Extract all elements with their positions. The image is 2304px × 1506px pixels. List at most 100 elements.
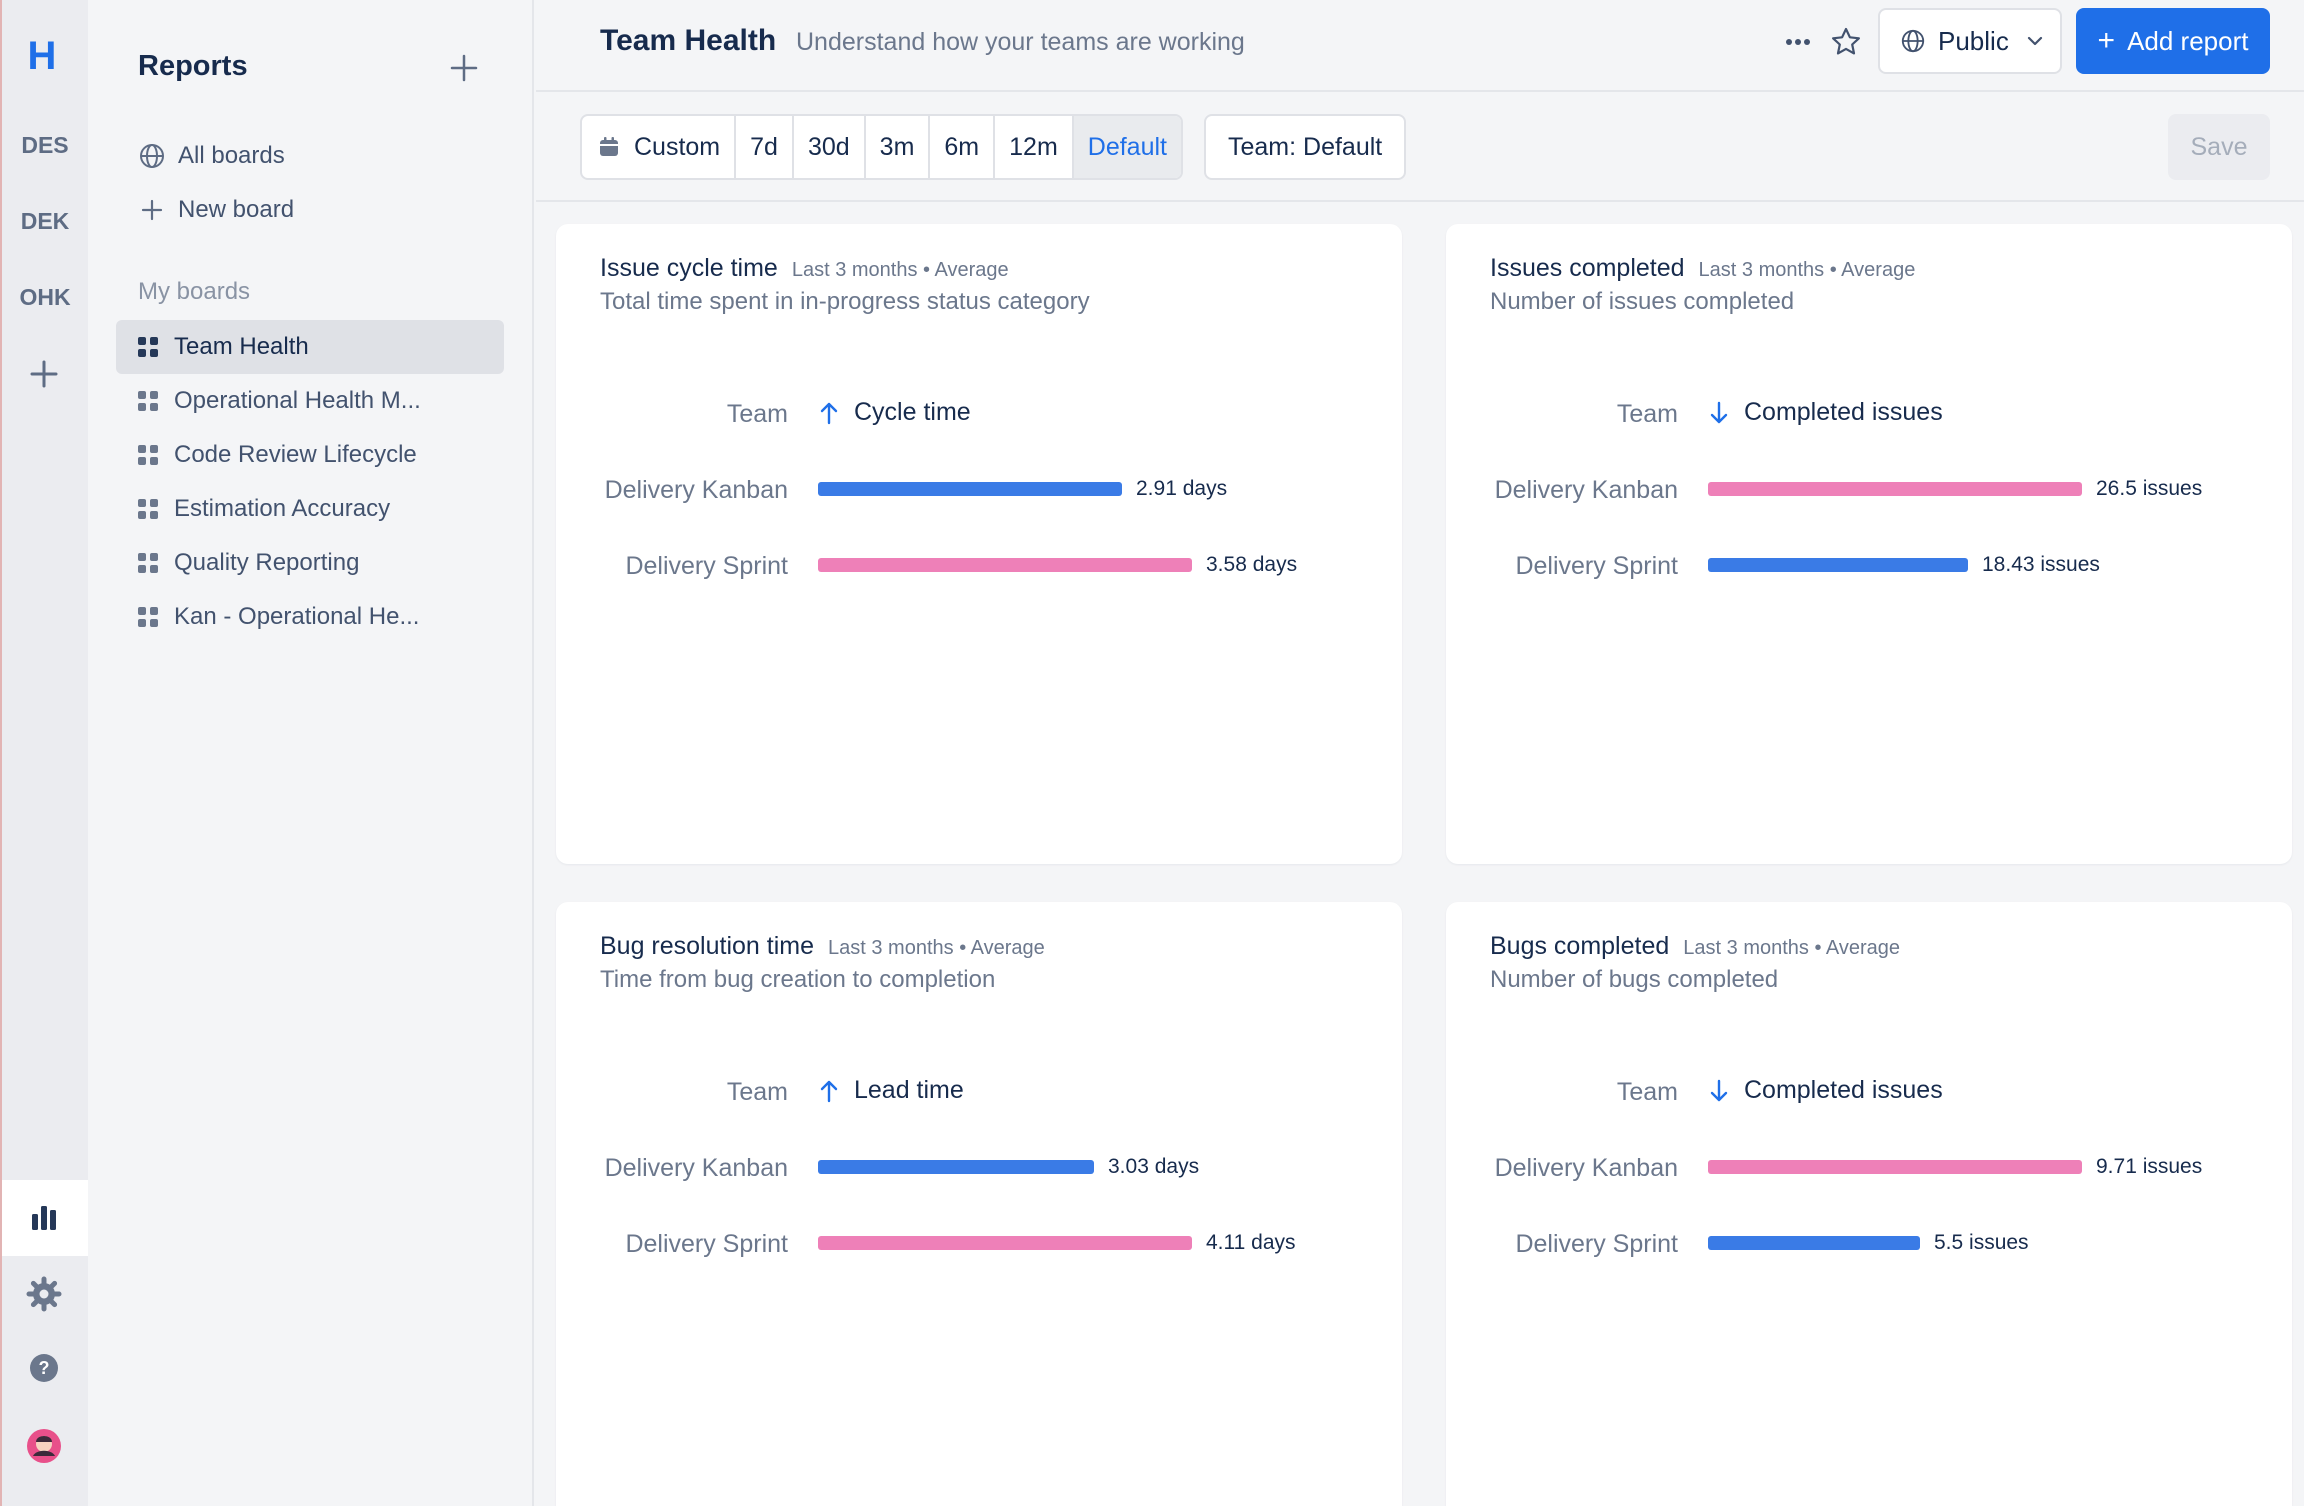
sidebar-board-operational-health[interactable]: Operational Health M... <box>116 374 504 428</box>
team-row-label: Delivery Kanban <box>1494 476 1678 504</box>
calendar-icon <box>600 137 618 156</box>
team-column-header: Team <box>1616 400 1678 428</box>
add-report-label: Add report <box>2127 25 2249 56</box>
range-7d-button[interactable]: 7d <box>736 116 794 178</box>
page-title: Team Health <box>600 24 777 57</box>
board-label: Team Health <box>174 333 309 360</box>
metric-column-header[interactable]: Completed issues <box>1708 1076 1943 1105</box>
range-custom-button[interactable]: Custom <box>582 116 737 178</box>
board-grid-icon <box>138 553 158 573</box>
metric-bar[interactable] <box>1708 1236 1920 1250</box>
board-label: Kan - Operational He... <box>174 603 420 630</box>
card-meta: Last 3 months • Average <box>1698 259 1916 281</box>
card-meta: Last 3 months • Average <box>1683 937 1901 959</box>
page-subtitle: Understand how your teams are working <box>796 28 1245 56</box>
board-grid-icon <box>138 445 158 465</box>
bar-value-label: 9.71 issues <box>2096 1155 2203 1178</box>
sidebar-link-all-boards[interactable]: All boards <box>138 136 285 176</box>
globe-icon <box>140 144 164 168</box>
bar-value-label: 5.5 issues <box>1934 1231 2029 1254</box>
team-column-header: Team <box>726 1078 788 1106</box>
page-header: Team Health Understand how your teams ar… <box>536 0 2304 92</box>
metric-column-header[interactable]: Cycle time <box>818 398 971 427</box>
app-logo[interactable]: H <box>27 34 57 78</box>
bar-value-label: 2.91 days <box>1136 477 1228 500</box>
team-row-label: Delivery Kanban <box>1494 1154 1678 1182</box>
metric-bar[interactable] <box>1708 482 2082 496</box>
more-options-icon[interactable] <box>1778 22 1818 62</box>
board-grid-icon <box>138 499 158 519</box>
add-report-button[interactable]: + Add report <box>2076 8 2270 74</box>
sidebar-board-code-review[interactable]: Code Review Lifecycle <box>116 428 504 482</box>
sort-descending-icon <box>1710 1079 1728 1101</box>
sidebar-link-new-board[interactable]: New board <box>138 190 294 230</box>
bar-value-label: 3.58 days <box>1206 553 1298 576</box>
metric-bar[interactable] <box>818 482 1122 496</box>
board-grid-icon <box>138 607 158 627</box>
metric-header-label: Completed issues <box>1744 1076 1943 1104</box>
card-header: Bug resolution time Last 3 months • Avera… <box>600 932 1045 961</box>
metric-header-label: Cycle time <box>854 398 971 426</box>
rail-project-ohk[interactable]: OHK <box>19 284 71 310</box>
board-label: Quality Reporting <box>174 549 360 576</box>
card-title: Issues completed <box>1490 254 1685 282</box>
add-project-icon[interactable] <box>26 356 62 392</box>
metric-bar[interactable] <box>818 1236 1192 1250</box>
metric-column-header[interactable]: Completed issues <box>1708 398 1943 427</box>
board-label: Operational Health M... <box>174 387 421 414</box>
team-row-label: Delivery Kanban <box>604 476 788 504</box>
settings-gear-icon[interactable] <box>24 1274 64 1314</box>
report-card[interactable]: Bug resolution time Last 3 months • Avera… <box>556 902 1402 1506</box>
team-row-label: Delivery Sprint <box>1515 552 1678 580</box>
metric-column-header[interactable]: Lead time <box>818 1076 964 1105</box>
metric-bar[interactable] <box>818 1160 1094 1174</box>
reports-icon[interactable] <box>24 1198 64 1238</box>
visibility-label: Public <box>1938 25 2009 56</box>
save-button[interactable]: Save <box>2168 114 2270 180</box>
bar-value-label: 4.11 days <box>1206 1231 1296 1254</box>
rail-project-des[interactable]: DES <box>21 132 69 158</box>
team-filter-button[interactable]: Team: Default <box>1204 114 1407 180</box>
sidebar-board-quality-reporting[interactable]: Quality Reporting <box>116 536 504 590</box>
app-rail: H DES DEK OHK ? <box>0 0 88 1506</box>
team-column-header: Team <box>1616 1078 1678 1106</box>
range-default-button[interactable]: Default <box>1073 116 1181 178</box>
range-3m-button[interactable]: 3m <box>866 116 931 178</box>
team-row-label: Delivery Sprint <box>1515 1230 1678 1258</box>
bar-value-label: 3.03 days <box>1108 1155 1200 1178</box>
report-card[interactable]: Issue cycle time Last 3 months • Average T… <box>556 224 1402 864</box>
sidebar-link-label: New board <box>178 196 295 223</box>
board-grid-icon <box>138 337 158 357</box>
sort-ascending-icon <box>820 402 838 424</box>
metric-bar[interactable] <box>1708 558 1968 572</box>
card-header: Issues completed Last 3 months • Average <box>1490 254 1915 283</box>
metric-header-label: Lead time <box>854 1076 964 1104</box>
metric-header-label: Completed issues <box>1744 398 1943 426</box>
reports-sidebar: Reports All boards New board My boards T… <box>88 0 534 1506</box>
report-card[interactable]: Issues completed Last 3 months • Average N… <box>1446 224 2292 864</box>
card-header: Issue cycle time Last 3 months • Average <box>600 254 1009 283</box>
sidebar-board-estimation-accuracy[interactable]: Estimation Accuracy <box>116 482 504 536</box>
sidebar-title: Reports <box>138 50 248 82</box>
date-range-selector: Custom 7d 30d 3m 6m 12m Default <box>580 114 1183 180</box>
team-row-label: Delivery Sprint <box>625 552 788 580</box>
sidebar-board-kan-operational[interactable]: Kan - Operational He... <box>116 590 504 644</box>
rail-project-dek[interactable]: DEK <box>20 208 70 234</box>
help-icon[interactable]: ? <box>24 1348 64 1388</box>
report-card[interactable]: Bugs completed Last 3 months • Average Num… <box>1446 902 2292 1506</box>
card-meta: Last 3 months • Average <box>828 937 1045 959</box>
add-board-icon[interactable] <box>448 52 480 84</box>
sidebar-board-team-health[interactable]: Team Health <box>116 320 504 374</box>
visibility-dropdown[interactable]: Public <box>1878 8 2062 74</box>
range-12m-button[interactable]: 12m <box>995 116 1074 178</box>
plus-icon: + <box>2097 24 2116 57</box>
range-6m-button[interactable]: 6m <box>930 116 996 178</box>
range-30d-button[interactable]: 30d <box>794 116 866 178</box>
star-icon[interactable] <box>1826 22 1866 62</box>
metric-bar[interactable] <box>818 558 1192 572</box>
board-label: Estimation Accuracy <box>174 495 391 522</box>
metric-bar[interactable] <box>1708 1160 2082 1174</box>
card-title: Bug resolution time <box>600 932 815 960</box>
user-avatar[interactable] <box>24 1426 64 1466</box>
card-title: Issue cycle time <box>600 254 778 282</box>
